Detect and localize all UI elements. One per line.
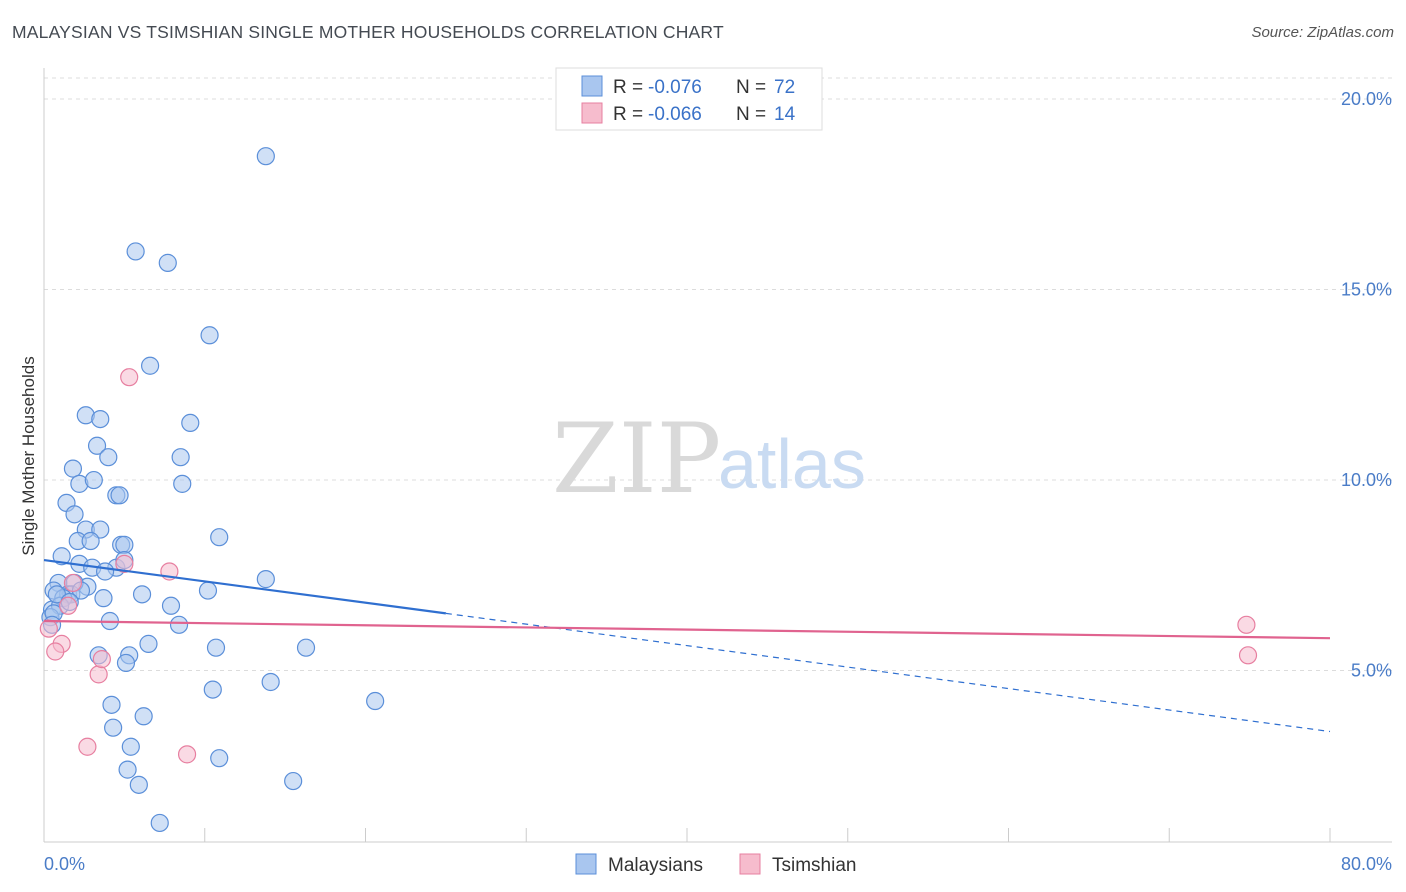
axes [43, 68, 1392, 843]
malaysians-point [366, 691, 385, 711]
tsimshian-point [120, 368, 139, 387]
y-tick-label: 5.0% [1351, 661, 1392, 681]
tsimshian-trend-solid [43, 619, 1331, 640]
malaysians-point [150, 813, 169, 833]
bottom-legend-swatch-tsimshian [739, 853, 761, 875]
tsimshian-point [1238, 646, 1258, 665]
series-legend: Malaysians Tsimshian [575, 853, 856, 876]
malaysians-point [134, 707, 153, 726]
malaysians-point [158, 253, 177, 272]
malaysians-point [95, 562, 115, 581]
malaysians-point [256, 570, 275, 589]
malaysians-point [140, 356, 160, 375]
malaysians-point [210, 749, 229, 768]
legend-n-value-1: 72 [774, 77, 795, 98]
y-tick-label: 15.0% [1341, 280, 1392, 300]
malaysians-point [102, 695, 121, 714]
tsimshian-point [63, 573, 83, 593]
malaysians-point [52, 547, 71, 566]
gridlines [44, 77, 1392, 672]
malaysians-point [129, 775, 148, 794]
legend-n-value-2: 14 [774, 104, 796, 125]
malaysians-point [132, 585, 152, 604]
malaysians-point [173, 474, 192, 493]
tsimshian-point [59, 596, 78, 615]
tsimshian-point [89, 665, 108, 684]
malaysians-point [161, 596, 181, 615]
bottom-legend-malaysians: Malaysians [608, 855, 703, 876]
legend-swatch-malaysians [581, 75, 603, 97]
malaysians-point [203, 680, 222, 699]
malaysians-point [87, 436, 107, 455]
x-tick-label-max: 80.0% [1341, 854, 1392, 874]
malaysians-point [94, 589, 113, 608]
malaysians-point [104, 718, 123, 737]
legend-n-label-2: N = [736, 104, 766, 125]
malaysians-trend-solid [43, 558, 447, 615]
malaysians-point [91, 409, 110, 429]
malaysians-point [99, 448, 118, 467]
malaysians-point [110, 486, 129, 505]
malaysians-point [284, 771, 303, 791]
malaysians-point [65, 505, 84, 524]
stats-legend: R = -0.076 N = 72 R = -0.066 N = 14 [555, 67, 823, 131]
malaysians-point [171, 448, 190, 467]
trend-lines [43, 558, 1331, 733]
malaysians-trend-dashed [445, 612, 1331, 733]
malaysians-point [210, 528, 229, 547]
legend-swatch-tsimshian [581, 102, 603, 124]
malaysians-point [63, 459, 83, 478]
malaysians-point [118, 760, 137, 779]
tsimshian-point [115, 554, 134, 573]
tsimshian-point [78, 737, 97, 756]
tsimshian-point [177, 745, 197, 764]
malaysians-point [84, 470, 103, 490]
malaysians-point [115, 535, 134, 554]
legend-r-value-1: -0.076 [648, 77, 702, 98]
malaysians-point [116, 653, 136, 673]
y-tick-label: 20.0% [1341, 89, 1392, 109]
bottom-legend-tsimshian: Tsimshian [772, 855, 856, 876]
malaysians-point [256, 147, 275, 166]
legend-n-label-1: N = [736, 77, 766, 98]
bottom-legend-swatch-malaysians [575, 853, 597, 875]
tsimshian-point [92, 650, 111, 669]
y-tick-label: 10.0% [1341, 470, 1392, 490]
malaysians-point [200, 326, 219, 345]
chart-source: Source: ZipAtlas.com [1251, 24, 1394, 41]
malaysians-point [121, 737, 140, 756]
tick-labels: 5.0% 10.0% 15.0% 20.0% 0.0% 80.0% [44, 89, 1392, 874]
legend-r-label-2: R = [613, 104, 643, 125]
malaysians-point [169, 615, 189, 634]
legend-r-label-1: R = [613, 77, 643, 98]
malaysians-point [139, 634, 158, 653]
data-points [39, 147, 1258, 833]
malaysians-point [261, 672, 280, 692]
malaysians-point [126, 242, 145, 261]
malaysians-point [296, 638, 316, 657]
watermark-atlas: atlas [718, 425, 866, 503]
tsimshian-point [39, 619, 58, 638]
malaysians-point [181, 413, 200, 432]
legend-r-value-2: -0.066 [648, 104, 702, 125]
watermark: ZIP atlas [552, 403, 866, 515]
x-tick-label-min: 0.0% [44, 854, 85, 874]
malaysians-point [198, 581, 218, 600]
watermark-zip: ZIP [552, 403, 721, 515]
y-axis-label: Single Mother Households [19, 356, 38, 555]
tsimshian-point [46, 642, 65, 661]
malaysians-point [81, 531, 100, 551]
chart-title: MALAYSIAN VS TSIMSHIAN SINGLE MOTHER HOU… [12, 22, 724, 42]
tsimshian-point [1237, 615, 1256, 634]
malaysians-point [206, 638, 226, 657]
